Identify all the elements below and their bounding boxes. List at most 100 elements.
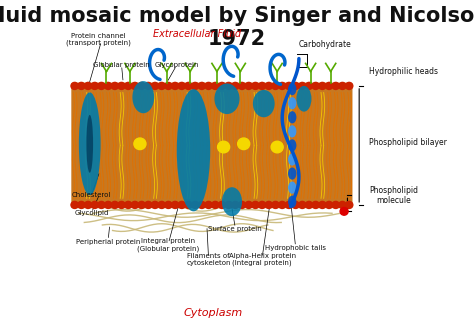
Circle shape: [111, 82, 118, 89]
Circle shape: [185, 201, 192, 208]
Circle shape: [332, 82, 339, 89]
Circle shape: [258, 82, 266, 89]
Circle shape: [151, 82, 159, 89]
Ellipse shape: [288, 83, 296, 95]
Circle shape: [340, 207, 348, 215]
Circle shape: [91, 82, 99, 89]
Circle shape: [178, 82, 185, 89]
Text: Hydrophilic heads: Hydrophilic heads: [369, 67, 438, 76]
Circle shape: [164, 82, 172, 89]
Circle shape: [145, 82, 152, 89]
Text: Phospholipid
molecule: Phospholipid molecule: [369, 186, 418, 205]
Circle shape: [346, 82, 353, 89]
Circle shape: [131, 82, 138, 89]
Circle shape: [245, 201, 252, 208]
Circle shape: [118, 201, 125, 208]
Circle shape: [252, 201, 259, 208]
Circle shape: [238, 82, 246, 89]
Text: Phospholipid bilayer: Phospholipid bilayer: [369, 138, 447, 147]
Circle shape: [339, 201, 346, 208]
Circle shape: [279, 201, 286, 208]
Circle shape: [272, 82, 279, 89]
Ellipse shape: [288, 97, 296, 109]
Circle shape: [279, 82, 286, 89]
Circle shape: [205, 201, 212, 208]
Circle shape: [84, 201, 92, 208]
Circle shape: [271, 141, 283, 153]
Circle shape: [325, 201, 333, 208]
Circle shape: [178, 201, 185, 208]
Text: Glycolipid: Glycolipid: [74, 210, 109, 216]
Circle shape: [305, 82, 313, 89]
Circle shape: [164, 201, 172, 208]
Circle shape: [299, 201, 306, 208]
Circle shape: [305, 201, 313, 208]
Circle shape: [158, 201, 165, 208]
Circle shape: [218, 82, 226, 89]
Ellipse shape: [288, 139, 296, 151]
Circle shape: [225, 201, 232, 208]
Circle shape: [91, 201, 99, 208]
Circle shape: [312, 201, 319, 208]
Circle shape: [78, 82, 85, 89]
Circle shape: [191, 82, 199, 89]
Circle shape: [285, 201, 292, 208]
Circle shape: [134, 138, 146, 150]
Ellipse shape: [132, 81, 154, 113]
Circle shape: [299, 82, 306, 89]
Ellipse shape: [222, 187, 242, 216]
Circle shape: [218, 201, 226, 208]
Circle shape: [104, 82, 112, 89]
Circle shape: [285, 82, 292, 89]
Text: Integral protein
(Globular protein): Integral protein (Globular protein): [137, 238, 200, 252]
Text: Protein channel
(transport protein): Protein channel (transport protein): [66, 33, 130, 46]
Ellipse shape: [288, 111, 296, 123]
Circle shape: [125, 82, 132, 89]
Circle shape: [145, 201, 152, 208]
Text: Surface protein: Surface protein: [209, 226, 262, 232]
Circle shape: [332, 201, 339, 208]
Circle shape: [98, 201, 105, 208]
Ellipse shape: [288, 125, 296, 138]
Ellipse shape: [253, 90, 274, 117]
Circle shape: [265, 201, 273, 208]
Circle shape: [238, 201, 246, 208]
Circle shape: [232, 201, 239, 208]
Circle shape: [118, 82, 125, 89]
Circle shape: [258, 201, 266, 208]
Ellipse shape: [296, 86, 311, 112]
Circle shape: [172, 201, 179, 208]
Ellipse shape: [288, 167, 296, 180]
Text: Globular protein: Globular protein: [93, 62, 150, 68]
Circle shape: [151, 201, 159, 208]
Circle shape: [198, 201, 206, 208]
Text: Cholesterol: Cholesterol: [72, 192, 111, 198]
Circle shape: [292, 201, 299, 208]
FancyBboxPatch shape: [71, 83, 353, 208]
Circle shape: [325, 82, 333, 89]
Ellipse shape: [86, 115, 93, 173]
Circle shape: [225, 82, 232, 89]
Ellipse shape: [288, 182, 296, 194]
Circle shape: [185, 82, 192, 89]
Circle shape: [346, 201, 353, 208]
Circle shape: [98, 82, 105, 89]
Circle shape: [125, 201, 132, 208]
Circle shape: [191, 201, 199, 208]
Circle shape: [245, 82, 252, 89]
Circle shape: [218, 141, 229, 153]
Ellipse shape: [288, 196, 296, 208]
Text: Alpha-Helix protein
(Integral protein): Alpha-Helix protein (Integral protein): [228, 253, 296, 266]
Circle shape: [131, 201, 138, 208]
Text: Fluid mosaic model by Singer and Nicolson
1972: Fluid mosaic model by Singer and Nicolso…: [0, 5, 474, 49]
Circle shape: [111, 201, 118, 208]
Circle shape: [339, 82, 346, 89]
Circle shape: [172, 82, 179, 89]
Circle shape: [272, 201, 279, 208]
Ellipse shape: [177, 89, 210, 211]
Circle shape: [265, 82, 273, 89]
Text: Hydrophobic tails: Hydrophobic tails: [265, 245, 326, 251]
Circle shape: [211, 82, 219, 89]
Circle shape: [78, 201, 85, 208]
Circle shape: [71, 82, 78, 89]
